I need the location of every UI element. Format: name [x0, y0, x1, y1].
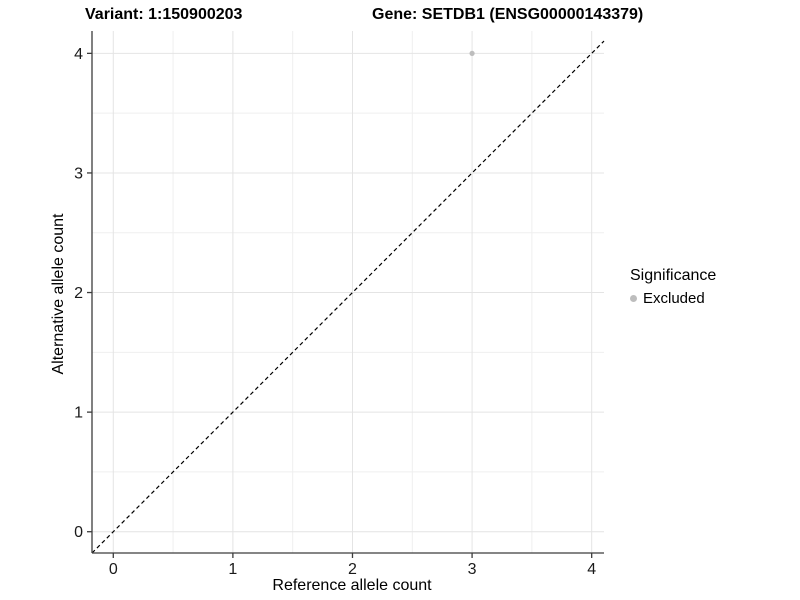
data-point: [469, 50, 475, 56]
x-axis-title: Reference allele count: [272, 577, 432, 594]
y-tick-label: 4: [74, 46, 83, 63]
y-tick-label: 2: [74, 285, 83, 302]
plot-title-variant: Variant: 1:150900203: [85, 6, 243, 23]
legend-title: Significance: [630, 267, 717, 284]
plot-title-gene: Gene: SETDB1 (ENSG00000143379): [372, 6, 644, 23]
y-tick-label: 3: [74, 165, 83, 182]
x-tick-label: 1: [228, 561, 237, 578]
x-tick-label: 0: [109, 561, 118, 578]
panel-background: [92, 31, 604, 553]
legend-item-label: Excluded: [643, 290, 705, 307]
legend-point-icon: [630, 295, 637, 302]
x-tick-label: 3: [468, 561, 477, 578]
identity-reference-line: [91, 40, 605, 554]
y-axis-title: Alternative allele count: [50, 213, 67, 375]
y-tick-label: 1: [74, 405, 83, 422]
x-tick-label: 4: [587, 561, 596, 578]
legend: Significance Excluded: [630, 266, 716, 308]
y-tick-label: 0: [74, 524, 83, 541]
x-tick-label: 2: [348, 561, 357, 578]
legend-item: Excluded: [630, 289, 716, 308]
